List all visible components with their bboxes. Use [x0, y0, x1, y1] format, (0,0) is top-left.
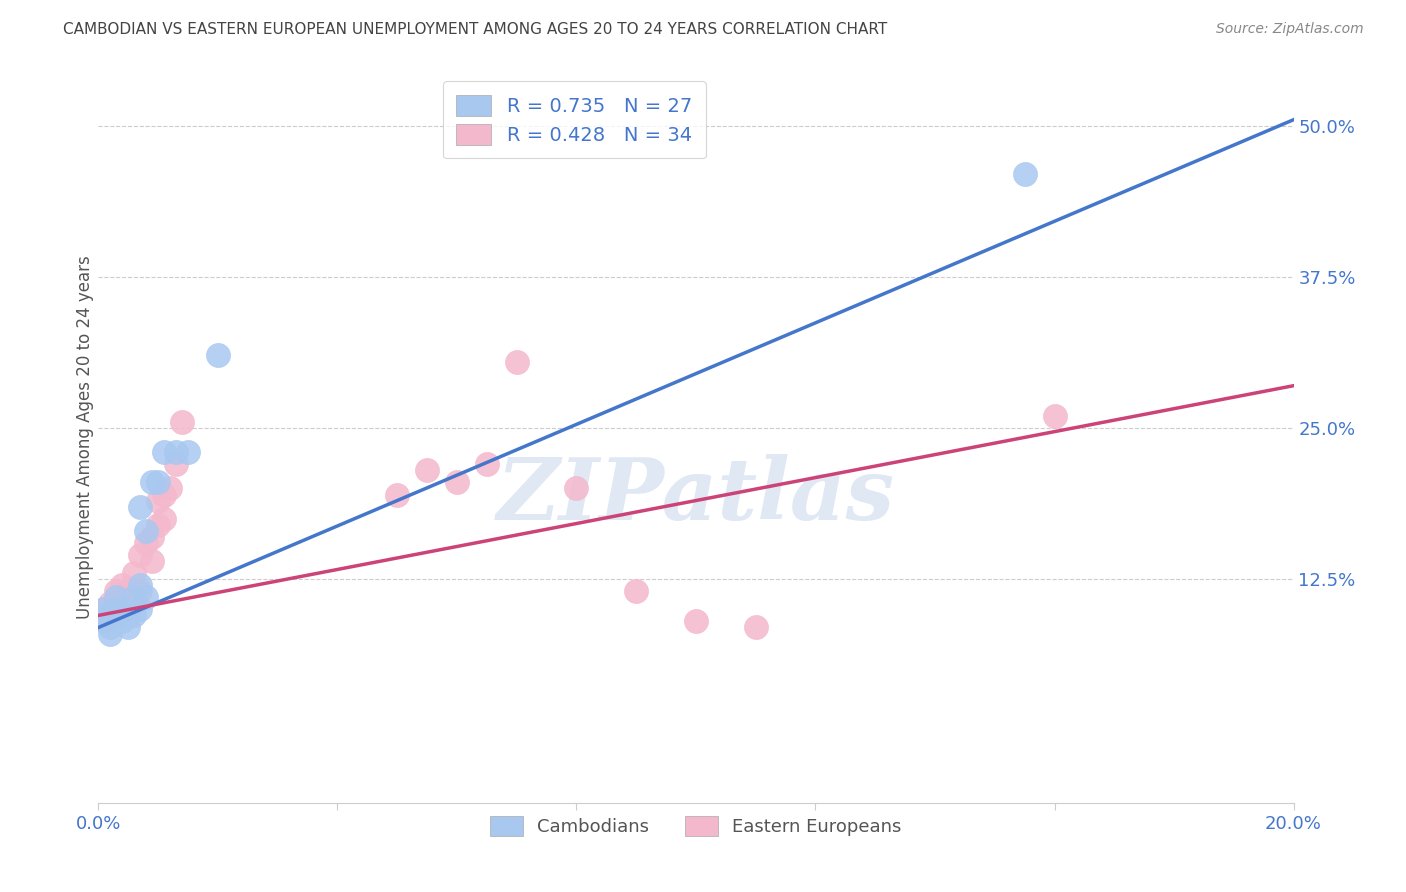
- Point: [159, 482, 181, 496]
- Point: [745, 620, 768, 634]
- Point: [129, 578, 152, 592]
- Point: [148, 475, 170, 490]
- Point: [111, 602, 134, 616]
- Point: [165, 457, 187, 471]
- Point: [207, 349, 229, 363]
- Point: [129, 602, 152, 616]
- Point: [117, 602, 139, 616]
- Point: [141, 475, 163, 490]
- Point: [148, 517, 170, 532]
- Point: [172, 415, 194, 429]
- Point: [105, 602, 128, 616]
- Point: [117, 608, 139, 623]
- Point: [506, 354, 529, 368]
- Point: [129, 584, 152, 599]
- Point: [93, 602, 115, 616]
- Point: [117, 584, 139, 599]
- Point: [141, 554, 163, 568]
- Point: [148, 493, 170, 508]
- Point: [153, 445, 176, 459]
- Point: [135, 524, 157, 538]
- Point: [98, 620, 122, 634]
- Point: [1043, 409, 1066, 423]
- Point: [93, 602, 115, 616]
- Point: [93, 615, 115, 629]
- Legend: Cambodians, Eastern Europeans: Cambodians, Eastern Europeans: [481, 807, 911, 845]
- Text: ZIPatlas: ZIPatlas: [496, 454, 896, 537]
- Point: [685, 615, 707, 629]
- Point: [93, 608, 115, 623]
- Point: [98, 596, 122, 610]
- Point: [475, 457, 498, 471]
- Point: [124, 591, 146, 605]
- Point: [105, 608, 128, 623]
- Point: [111, 591, 134, 605]
- Point: [129, 548, 152, 562]
- Point: [165, 445, 187, 459]
- Point: [129, 500, 152, 514]
- Point: [117, 620, 139, 634]
- Point: [135, 591, 157, 605]
- Point: [105, 602, 128, 616]
- Point: [111, 615, 134, 629]
- Point: [98, 608, 122, 623]
- Point: [105, 591, 128, 605]
- Point: [105, 584, 128, 599]
- Point: [93, 615, 115, 629]
- Y-axis label: Unemployment Among Ages 20 to 24 years: Unemployment Among Ages 20 to 24 years: [76, 255, 94, 619]
- Point: [141, 530, 163, 544]
- Text: CAMBODIAN VS EASTERN EUROPEAN UNEMPLOYMENT AMONG AGES 20 TO 24 YEARS CORRELATION: CAMBODIAN VS EASTERN EUROPEAN UNEMPLOYME…: [63, 22, 887, 37]
- Point: [177, 445, 200, 459]
- Text: Source: ZipAtlas.com: Source: ZipAtlas.com: [1216, 22, 1364, 37]
- Point: [135, 536, 157, 550]
- Point: [385, 487, 409, 501]
- Point: [153, 511, 176, 525]
- Point: [1014, 167, 1036, 181]
- Point: [626, 584, 648, 599]
- Point: [124, 608, 146, 623]
- Point: [153, 487, 176, 501]
- Point: [565, 482, 588, 496]
- Point: [446, 475, 468, 490]
- Point: [111, 578, 134, 592]
- Point: [416, 463, 439, 477]
- Point: [124, 591, 146, 605]
- Point: [124, 566, 146, 580]
- Point: [98, 626, 122, 640]
- Point: [98, 608, 122, 623]
